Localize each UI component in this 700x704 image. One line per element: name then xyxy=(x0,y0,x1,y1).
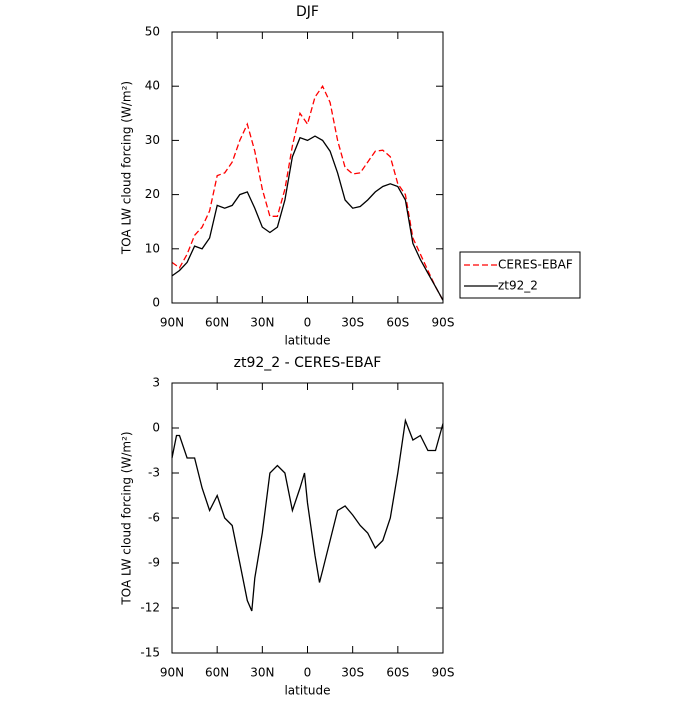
y-tick-label: 20 xyxy=(145,187,160,201)
x-tick-label: 90S xyxy=(432,666,455,680)
y-tick-label: 0 xyxy=(152,421,160,435)
y-tick-label: -3 xyxy=(148,466,160,480)
x-tick-label: 0 xyxy=(304,666,312,680)
y-tick-label: 30 xyxy=(145,133,160,147)
x-tick-label: 90N xyxy=(160,316,184,330)
chart-title: zt92_2 - CERES-EBAF xyxy=(234,355,382,371)
series-line xyxy=(171,417,444,612)
legend-label: CERES-EBAF xyxy=(498,258,573,272)
series-line xyxy=(171,135,444,301)
legend-label: zt92_2 xyxy=(498,279,538,293)
x-tick-label: 60S xyxy=(386,666,409,680)
y-axis-label: TOA LW cloud forcing (W/m²) xyxy=(120,431,134,605)
y-tick-label: -6 xyxy=(148,511,160,525)
y-tick-label: 0 xyxy=(152,296,160,310)
y-tick-label: -12 xyxy=(140,601,160,615)
x-tick-label: 90N xyxy=(160,666,184,680)
y-tick-label: -15 xyxy=(140,646,160,660)
plot-frame xyxy=(171,382,444,654)
x-tick-label: 0 xyxy=(304,316,312,330)
legend-box xyxy=(459,251,581,299)
x-tick-label: 30S xyxy=(341,316,364,330)
y-tick-label: 40 xyxy=(145,79,160,93)
chart-title: DJF xyxy=(296,4,319,20)
x-tick-label: 90S xyxy=(432,316,455,330)
series-line xyxy=(171,84,444,301)
plot-frame xyxy=(171,31,444,304)
y-tick-label: 10 xyxy=(145,241,160,255)
x-tick-label: 60N xyxy=(205,316,229,330)
y-tick-label: 50 xyxy=(145,25,160,39)
x-tick-label: 60N xyxy=(205,666,229,680)
y-tick-label: -9 xyxy=(148,556,160,570)
x-tick-label: 30N xyxy=(250,666,274,680)
x-tick-label: 60S xyxy=(386,316,409,330)
x-axis-label: latitude xyxy=(284,684,330,698)
x-tick-label: 30S xyxy=(341,666,364,680)
x-tick-label: 30N xyxy=(250,316,274,330)
x-axis-label: latitude xyxy=(284,334,330,348)
y-tick-label: 3 xyxy=(152,376,160,390)
y-axis-label: TOA LW cloud forcing (W/m²) xyxy=(120,81,134,255)
